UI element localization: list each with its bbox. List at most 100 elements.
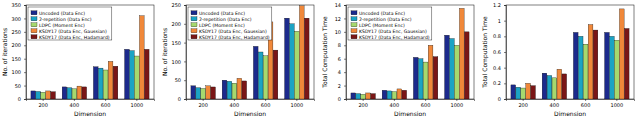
y-axis-title: No. of iterations xyxy=(161,28,168,76)
bar xyxy=(351,93,356,99)
y-tick-mark xyxy=(184,43,186,44)
y-tick-mark xyxy=(344,18,346,19)
bar xyxy=(134,56,139,99)
bar xyxy=(222,80,227,99)
bar xyxy=(227,81,232,99)
y-tick-label: 250 xyxy=(11,29,21,35)
legend-swatch xyxy=(191,35,197,39)
x-axis-line xyxy=(187,100,315,102)
panel: 200400600100002468101214DimensionTotal C… xyxy=(321,2,475,117)
bar xyxy=(46,91,51,99)
y-tick-label: 10 xyxy=(335,29,341,35)
y-tick-mark xyxy=(504,68,506,69)
legend-swatch xyxy=(191,11,197,15)
y-tick-mark xyxy=(184,99,186,100)
y-tick: 0 xyxy=(498,96,506,102)
y-tick: 350 xyxy=(11,2,26,8)
bar xyxy=(191,86,196,99)
legend-label: LDPC (Moment Enc) xyxy=(199,23,245,28)
bar xyxy=(583,44,588,99)
y-axis-line xyxy=(24,6,27,100)
y-tick-label: 0.6 xyxy=(493,49,501,55)
bar xyxy=(242,81,247,99)
legend-label: Uncoded (Data Enc) xyxy=(199,11,245,16)
bar xyxy=(402,90,407,99)
bar xyxy=(258,52,263,99)
legend: Uncoded (Data Enc)2-repetition (Data Enc… xyxy=(188,7,272,40)
x-tick-mark xyxy=(74,99,75,101)
x-tick: 1000 xyxy=(290,99,303,108)
y-tick: 1 xyxy=(498,18,506,24)
x-axis-line xyxy=(27,100,155,102)
y-tick-label: 0 xyxy=(498,96,501,102)
y-tick-label: 8 xyxy=(338,42,341,48)
bar xyxy=(382,90,387,99)
legend-item: KSDY17 (Data Enc, Hadamard) xyxy=(31,35,110,40)
y-tick-label: 4 xyxy=(338,69,341,75)
y-tick: 200 xyxy=(11,42,26,48)
legend-item: Uncoded (Data Enc) xyxy=(191,11,245,16)
x-tick: 600 xyxy=(581,99,591,108)
legend-label: KSDY17 (Data Enc, Hadamard) xyxy=(359,35,430,40)
y-tick: 0.6 xyxy=(493,49,506,55)
bar xyxy=(98,68,103,99)
y-tick-label: 150 xyxy=(171,40,181,46)
y-tick-mark xyxy=(24,32,26,33)
y-tick-mark xyxy=(504,5,506,6)
bar xyxy=(464,32,469,99)
bar xyxy=(290,24,295,99)
x-tick: 200 xyxy=(518,99,528,108)
y-tick-label: 1.2 xyxy=(493,2,501,8)
legend-swatch xyxy=(351,17,357,21)
bar xyxy=(51,92,56,99)
bar xyxy=(113,66,118,99)
y-tick-mark xyxy=(504,99,506,100)
bar xyxy=(62,87,67,99)
bar xyxy=(610,36,615,99)
legend-box xyxy=(348,7,432,40)
x-tick-mark xyxy=(456,99,457,101)
bar xyxy=(285,18,290,99)
legend-label: Uncoded (Data Enc) xyxy=(359,11,405,16)
y-axis-title: No. of iterations xyxy=(1,28,8,76)
y-tick: 1.2 xyxy=(493,2,506,8)
x-tick: 200 xyxy=(38,99,48,108)
bar xyxy=(588,25,593,99)
bar xyxy=(413,57,418,99)
y-tick-label: 250 xyxy=(171,2,181,8)
y-tick-mark xyxy=(344,5,346,6)
bar xyxy=(103,70,108,99)
y-axis-title: Total Computation Time xyxy=(481,16,489,89)
bar xyxy=(125,49,130,99)
bar xyxy=(273,50,278,99)
legend-swatch xyxy=(31,17,37,21)
x-axis: 2004006001000 xyxy=(187,99,315,108)
x-tick-label: 1000 xyxy=(450,102,463,108)
bars xyxy=(511,9,629,99)
x-tick-label: 200 xyxy=(358,102,368,108)
x-tick-label: 400 xyxy=(550,102,560,108)
bar xyxy=(450,39,455,99)
bar xyxy=(211,87,216,99)
bar xyxy=(108,61,113,99)
legend-label: 2-repetition (Data Enc) xyxy=(359,17,412,22)
y-tick: 300 xyxy=(11,16,26,22)
legend: Uncoded (Data Enc)2-repetition (Data Enc… xyxy=(28,7,112,40)
x-tick-mark xyxy=(616,99,617,101)
x-tick-mark xyxy=(296,99,297,101)
legend-item: KSDY17 (Data Enc, Hadamard) xyxy=(351,35,430,40)
bar xyxy=(82,87,87,99)
bar xyxy=(144,49,149,99)
y-tick-mark xyxy=(344,72,346,73)
y-tick-mark xyxy=(344,86,346,87)
y-tick-label: 0 xyxy=(178,96,181,102)
legend-label: 2-repetition (Data Enc) xyxy=(39,17,92,22)
bar xyxy=(77,86,82,99)
legend-item: KSDY17 (Data Enc, Gaussian) xyxy=(191,29,267,34)
y-tick: 0.4 xyxy=(493,65,506,71)
y-tick-label: 0.4 xyxy=(493,65,501,71)
y-tick: 0 xyxy=(338,96,346,102)
bar xyxy=(614,40,619,99)
legend-label: KSDY17 (Data Enc, Gaussian) xyxy=(199,29,267,34)
bar xyxy=(521,88,526,99)
